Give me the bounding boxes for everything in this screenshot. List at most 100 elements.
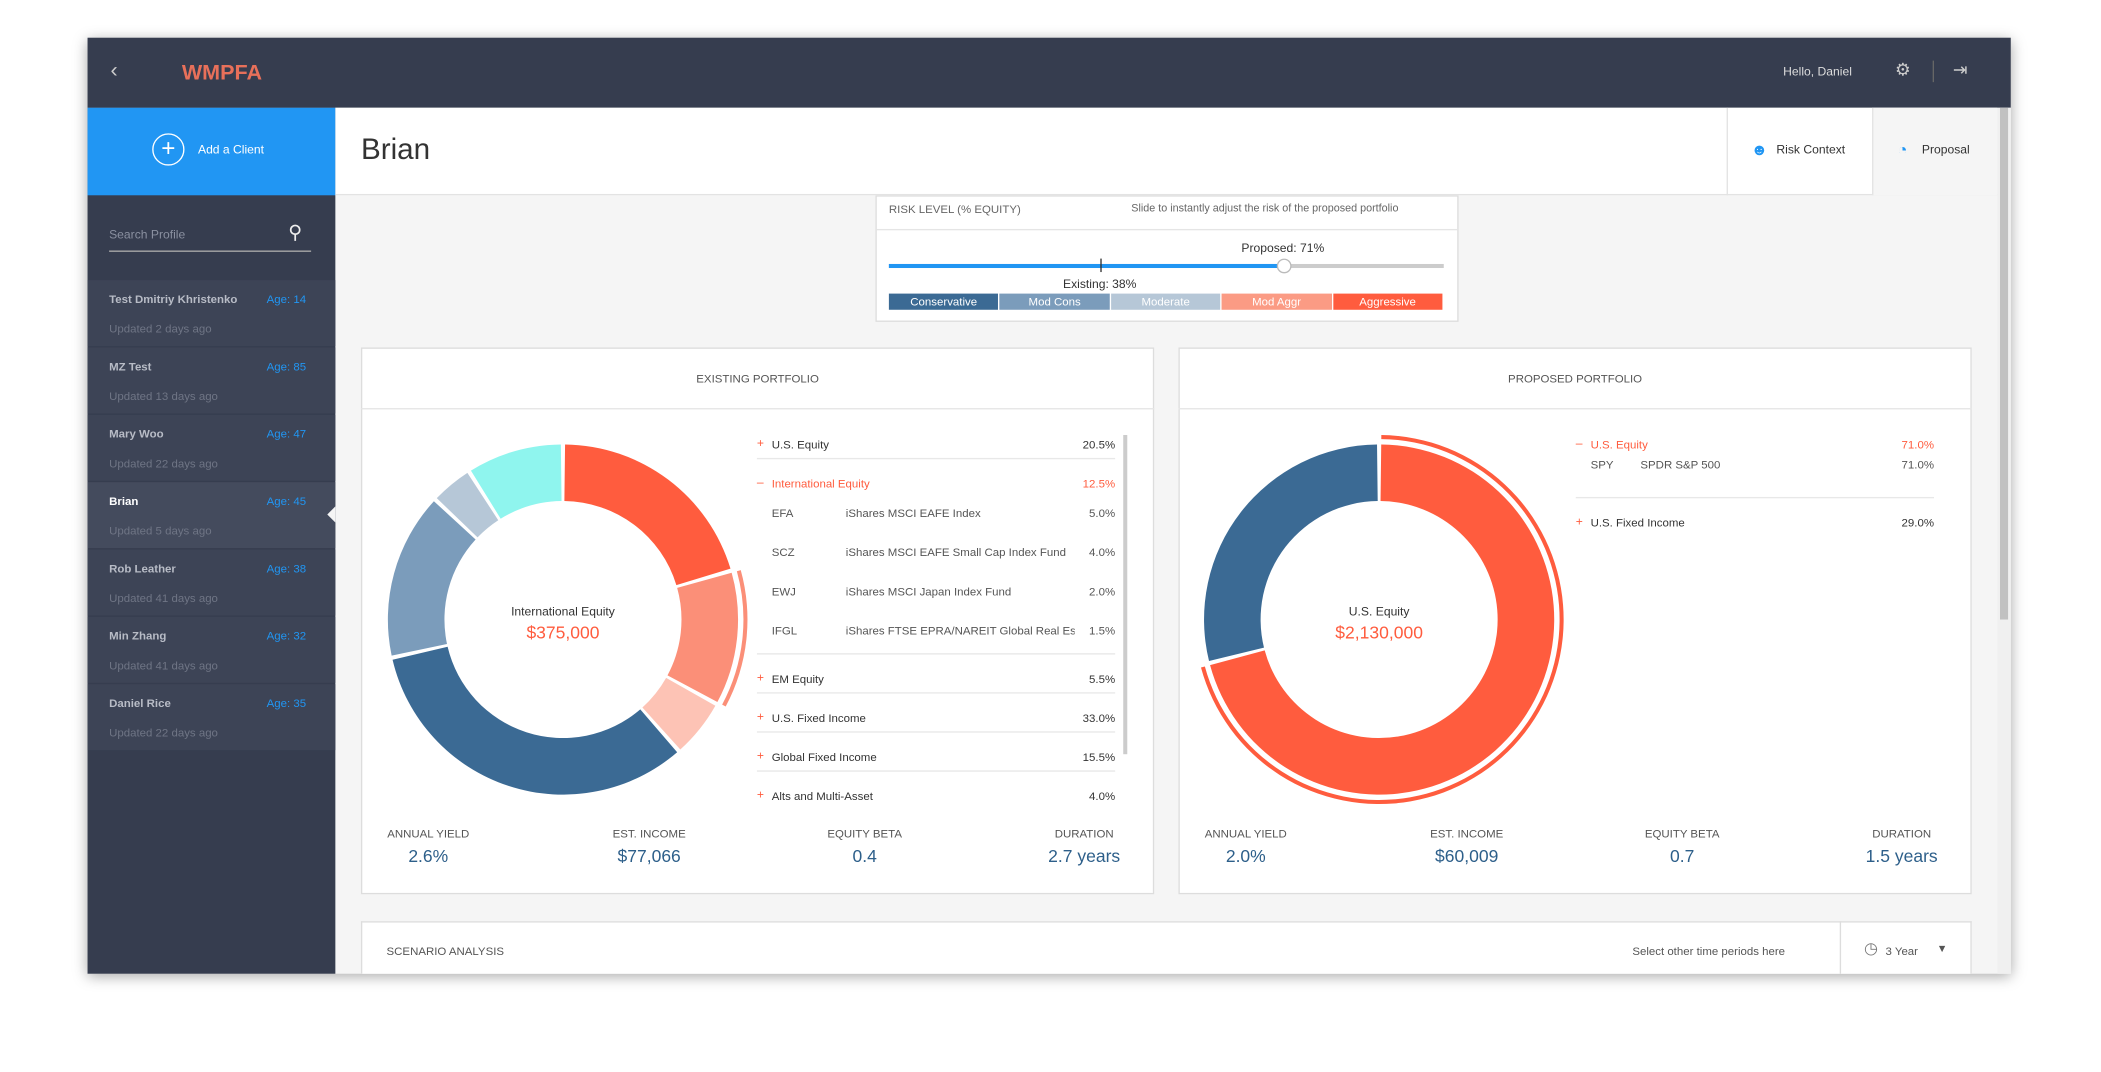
logout-icon[interactable]: ⇥ [1952,59,1968,80]
client-row[interactable] [87,684,336,751]
fund-weight: 2.0% [1089,584,1116,598]
scroll-thumb[interactable] [1999,107,2009,620]
pie-icon: ◔ [1897,140,1908,159]
stat-value: 2.6% [408,845,449,866]
holding-name[interactable]: Global Fixed Income [771,750,877,764]
client-age: Age: 32 [266,628,307,643]
client-row[interactable] [87,347,336,414]
divider [756,457,1116,460]
greeting[interactable]: Hello, Daniel [1783,64,1852,79]
client-name: Min Zhang [109,628,167,643]
donut-segment [1204,444,1378,662]
center-value: $2,130,000 [1335,622,1423,643]
risk-level[interactable]: Mod Aggr [1221,293,1332,310]
client-name: Test Dmitriy Khristenko [109,292,238,306]
settings-icon[interactable]: ⚙ [1894,59,1911,80]
proposal-tab[interactable] [1872,107,1998,196]
center-label: U.S. Equity [1348,604,1410,619]
add-client[interactable] [87,107,336,196]
divider [1575,496,1935,499]
client-age: Age: 35 [266,696,307,710]
stat-label: DURATION [1872,826,1932,841]
donut-segment [667,572,739,703]
stat-value: $77,066 [617,845,681,866]
stat-label: EST. INCOME [612,826,686,841]
stat-value: 1.5 years [1865,845,1938,866]
expand-toggle[interactable]: – [1575,436,1583,450]
risk-level[interactable]: Moderate [1110,293,1221,310]
holding-weight: 29.0% [1901,515,1935,530]
proposed-label: Proposed: 71% [1241,241,1325,255]
expand-toggle[interactable]: + [1575,514,1583,528]
existing-marker [1099,258,1102,273]
search-underline [109,250,312,252]
risk-level[interactable]: Mod Cons [999,293,1110,310]
risk-level[interactable]: Conservative [888,293,999,310]
donut-segment [564,444,731,586]
dropdown-caret[interactable]: ▼ [1936,942,1948,955]
holding-weight: 33.0% [1082,711,1116,725]
portfolio-panel [360,347,1155,895]
holding-name[interactable]: U.S. Fixed Income [1590,515,1685,530]
expand-toggle[interactable]: + [756,436,764,450]
fund-weight: 4.0% [1089,545,1116,559]
panel-title: EXISTING PORTFOLIO [696,371,819,386]
client-name: MZ Test [109,359,152,374]
client-row[interactable] [87,482,336,549]
search-icon[interactable]: ⚲ [288,220,303,243]
stat-label: EQUITY BETA [1644,826,1720,841]
risk-level[interactable]: Aggressive [1332,293,1443,310]
client-name: Brian [360,131,431,166]
holding-name[interactable]: U.S. Fixed Income [771,711,866,725]
donut-segment [392,646,678,795]
tab-label: Risk Context [1776,142,1846,157]
expand-toggle[interactable]: + [756,709,764,724]
divider [1932,60,1935,83]
fund-name: iShares FTSE EPRA/NAREIT Global Real Est… [845,623,1075,638]
fund-name: iShares MSCI Japan Index Fund [845,584,1012,598]
holding-name[interactable]: U.S. Equity [771,437,829,452]
risk-context-tab[interactable] [1726,107,1872,196]
client-row[interactable] [87,414,336,481]
scenario-title: SCENARIO ANALYSIS [386,944,505,958]
stat-value: $60,009 [1435,845,1499,866]
holding-name[interactable]: EM Equity [771,672,824,686]
holding-weight: 15.5% [1082,750,1116,764]
expand-toggle[interactable]: – [756,475,764,489]
scenario-hint: Select other time periods here [1632,944,1786,958]
scenario-panel [360,921,1972,974]
divider [876,228,1458,231]
donut-segment [1210,444,1555,795]
stat-label: EQUITY BETA [827,826,902,841]
holding-name[interactable]: Alts and Multi-Asset [771,789,873,803]
donut-remainder [470,444,562,519]
expand-toggle[interactable]: + [756,670,764,685]
holding-name[interactable]: U.S. Equity [1590,437,1648,452]
fund-ticker: EWJ [771,584,796,598]
client-age: Age: 38 [266,561,307,576]
fund-ticker: SPY [1590,457,1614,472]
fund-name: SPDR S&P 500 [1640,457,1721,472]
client-row[interactable] [87,549,336,616]
panel-title: PROPOSED PORTFOLIO [1508,371,1643,386]
stat-label: EST. INCOME [1430,826,1504,841]
fund-weight: 5.0% [1089,506,1116,520]
divider [756,770,1116,772]
add-client-label: Add a Client [197,142,265,157]
brand: WMPFA [181,61,263,85]
client-row[interactable] [87,616,336,683]
slider-handle[interactable] [1276,258,1291,274]
stat-value: 2.0% [1225,845,1266,866]
donut-segment [436,472,499,538]
expand-toggle[interactable]: + [756,787,764,802]
client-updated: Updated 22 days ago [109,725,218,740]
period-select[interactable]: 3 Year [1885,944,1919,958]
expand-toggle[interactable]: + [756,748,764,763]
divider [756,692,1116,694]
client-row[interactable] [87,280,336,347]
donut-segment [387,501,476,656]
search-input[interactable]: Search Profile [109,227,186,242]
back-button[interactable]: ‹ [110,59,118,83]
client-name: Daniel Rice [109,696,171,710]
holding-name[interactable]: International Equity [771,476,870,491]
